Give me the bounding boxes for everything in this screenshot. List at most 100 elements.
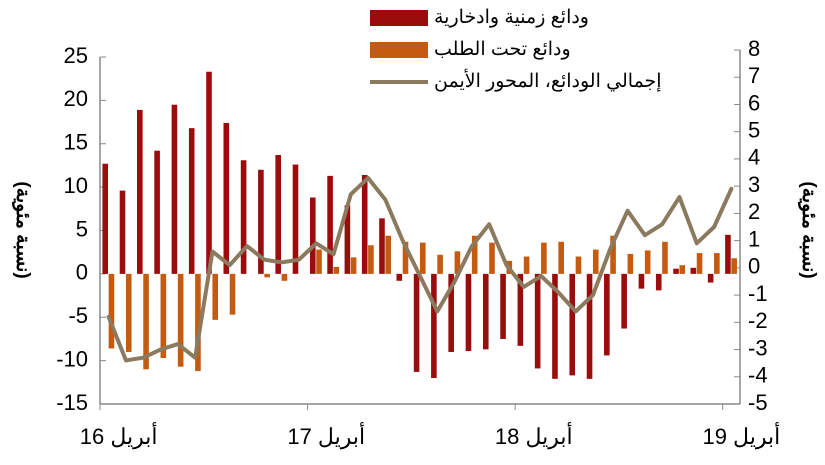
- y-tick-label: 0: [76, 260, 88, 285]
- y2-tick-label: -5: [748, 390, 768, 415]
- y2-axis-label: (نسبة مئوية): [798, 181, 819, 278]
- bar: [690, 267, 697, 274]
- y2-tick-label: -4: [748, 363, 768, 388]
- bar: [714, 253, 720, 274]
- bar: [465, 273, 472, 352]
- bar: [316, 249, 322, 274]
- bar: [482, 273, 489, 350]
- bar: [627, 253, 634, 274]
- bar: [517, 273, 524, 346]
- bar: [309, 197, 316, 274]
- bar: [143, 273, 149, 370]
- y-tick-label: -10: [56, 346, 88, 371]
- bar: [604, 273, 610, 356]
- bar: [621, 273, 627, 329]
- bar: [137, 109, 143, 274]
- bar: [679, 265, 686, 274]
- y-tick-label: 10: [64, 173, 88, 198]
- bar: [454, 251, 461, 274]
- x-tick-label: أبريل 17: [287, 421, 365, 450]
- bar: [258, 169, 264, 274]
- bar: [707, 273, 714, 283]
- bar: [212, 273, 219, 320]
- bar: [350, 257, 357, 274]
- legend-swatch: [370, 42, 428, 58]
- bar: [534, 273, 541, 369]
- bar: [558, 241, 564, 274]
- y2-tick-label: 3: [748, 172, 760, 197]
- y2-tick-label: 7: [748, 63, 760, 88]
- bar: [361, 174, 368, 274]
- y-tick-label: -5: [68, 303, 88, 328]
- bar: [575, 256, 582, 274]
- bar: [368, 245, 374, 274]
- bar: [275, 155, 281, 274]
- bar: [655, 273, 662, 291]
- bar: [327, 175, 333, 274]
- bar: [673, 268, 679, 274]
- y2-tick-label: -3: [748, 335, 768, 360]
- bar: [385, 235, 392, 274]
- bar: [592, 249, 599, 274]
- bar: [396, 273, 403, 281]
- y2-tick-label: 0: [748, 254, 760, 279]
- y2-tick-label: 1: [748, 226, 760, 251]
- bar: [160, 273, 167, 359]
- bar: [489, 242, 495, 274]
- bar: [281, 273, 288, 281]
- bar: [725, 234, 731, 274]
- bar: [264, 273, 270, 278]
- legend-label: ودائع زمنية وادخارية: [434, 7, 589, 28]
- bar: [240, 160, 247, 274]
- bar: [638, 273, 645, 289]
- bar: [125, 273, 132, 352]
- bar: [586, 273, 593, 379]
- bar: [541, 242, 547, 274]
- bar: [292, 164, 299, 274]
- bar: [644, 250, 651, 274]
- y2-tick-label: 8: [748, 36, 760, 61]
- bar: [610, 235, 616, 274]
- y2-tick-label: -2: [748, 308, 768, 333]
- bar: [379, 218, 385, 274]
- bar: [731, 258, 737, 274]
- bar: [662, 241, 668, 274]
- bar: [119, 190, 126, 274]
- bar: [448, 273, 454, 352]
- y-tick-label: 20: [64, 86, 88, 111]
- bar: [413, 273, 420, 372]
- bar: [344, 205, 351, 274]
- bar: [229, 273, 236, 315]
- bar: [569, 273, 576, 376]
- y-axis-label: (نسبة مئوية): [12, 181, 33, 278]
- y-tick-label: 5: [76, 216, 88, 241]
- bar: [102, 163, 109, 274]
- bar: [333, 266, 340, 274]
- bar: [420, 242, 426, 274]
- bar: [552, 273, 558, 379]
- line: [106, 175, 734, 363]
- bar: [154, 150, 160, 274]
- bar: [696, 253, 703, 274]
- y-tick-label: 15: [64, 130, 88, 155]
- legend-label: إجمالي الودائع، المحور الأيمن: [434, 68, 662, 92]
- bar: [171, 104, 178, 274]
- bar: [402, 241, 409, 274]
- y-tick-label: 25: [64, 43, 88, 68]
- x-tick-label: أبريل 16: [80, 421, 158, 450]
- bar: [500, 273, 506, 339]
- bar: [471, 235, 478, 274]
- x-tick-label: أبريل 18: [495, 421, 573, 450]
- legend-label: ودائع تحت الطلب: [434, 39, 571, 60]
- y2-tick-label: -1: [748, 281, 768, 306]
- bar: [195, 273, 201, 372]
- y-tick-label: -15: [56, 390, 88, 415]
- bar: [523, 256, 530, 274]
- bar: [431, 273, 437, 378]
- x-tick-label: أبريل 19: [702, 421, 780, 450]
- bar: [108, 273, 115, 349]
- bar: [206, 71, 212, 274]
- bar: [223, 122, 230, 274]
- y2-tick-label: 4: [748, 145, 760, 170]
